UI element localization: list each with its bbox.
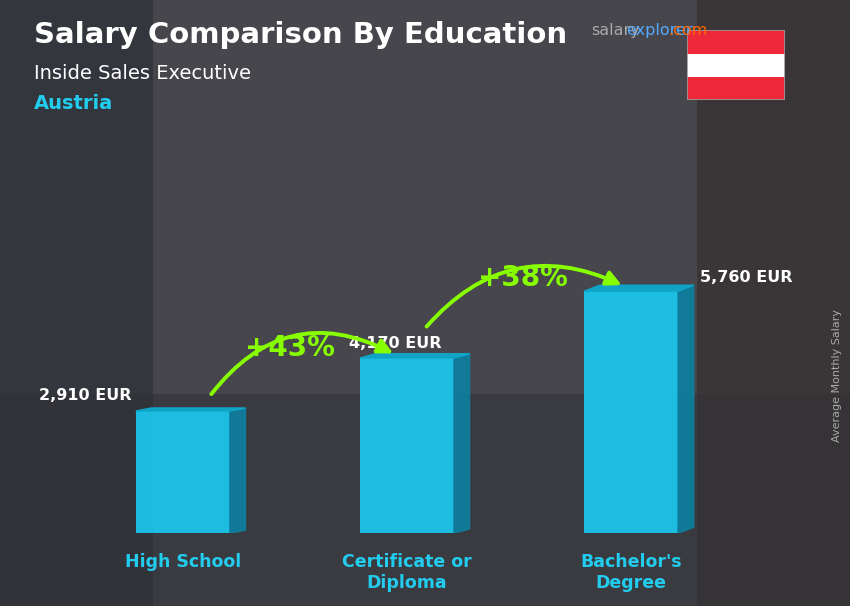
Bar: [687, 53, 785, 77]
Text: 2,910 EUR: 2,910 EUR: [39, 388, 131, 402]
Polygon shape: [584, 285, 694, 291]
FancyArrowPatch shape: [212, 333, 389, 394]
Polygon shape: [360, 354, 469, 358]
Bar: [584, 291, 678, 533]
Polygon shape: [230, 408, 246, 533]
Text: Average Monthly Salary: Average Monthly Salary: [832, 309, 842, 442]
Text: Austria: Austria: [34, 94, 113, 113]
Bar: [360, 358, 454, 533]
Polygon shape: [454, 354, 469, 533]
Bar: [0, 394, 850, 606]
FancyArrowPatch shape: [427, 266, 618, 327]
Bar: [0, 0, 153, 606]
Text: explorer: explorer: [626, 23, 693, 38]
Bar: [687, 30, 785, 53]
Text: Inside Sales Executive: Inside Sales Executive: [34, 64, 251, 82]
Text: .com: .com: [668, 23, 707, 38]
Text: Salary Comparison By Education: Salary Comparison By Education: [34, 21, 567, 49]
Text: salary: salary: [591, 23, 639, 38]
Bar: [136, 411, 230, 533]
Bar: [697, 0, 850, 606]
Polygon shape: [136, 408, 246, 411]
Text: 5,760 EUR: 5,760 EUR: [700, 270, 793, 285]
Polygon shape: [678, 285, 694, 533]
Bar: [153, 0, 697, 606]
Text: +38%: +38%: [479, 264, 569, 292]
Bar: [687, 77, 785, 100]
Text: +43%: +43%: [246, 334, 335, 362]
Text: 4,170 EUR: 4,170 EUR: [349, 336, 442, 350]
